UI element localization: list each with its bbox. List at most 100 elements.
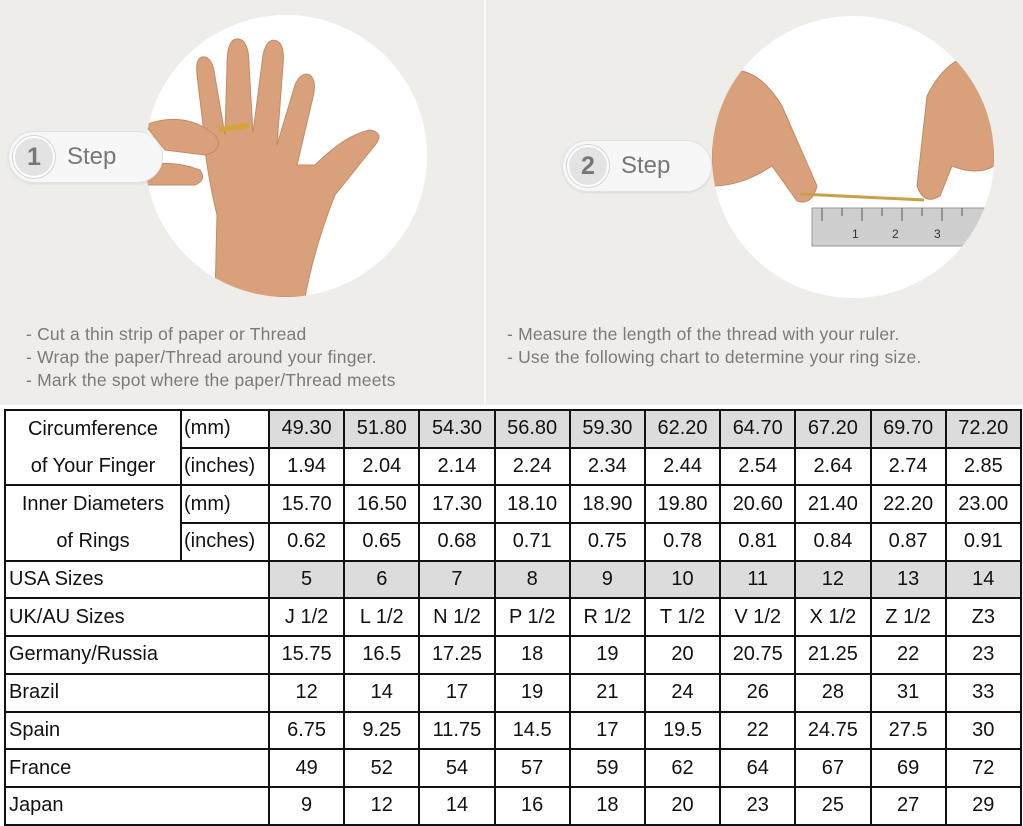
step-number: 1 [13, 136, 55, 178]
unit-label: (inches) [180, 446, 270, 487]
panel-divider [484, 0, 486, 405]
value-cell: J 1/2 [267, 597, 346, 638]
value-cell: 23 [719, 785, 797, 826]
step-label: Step [621, 152, 671, 179]
value-cell: 16.5 [343, 635, 421, 675]
unit-label: (inches) [180, 522, 270, 562]
value-cell: 13 [869, 559, 947, 600]
value-cell: 25 [794, 785, 872, 826]
value-cell: 24.75 [794, 710, 872, 751]
hand-with-ring-image [145, 15, 427, 297]
value-cell: 19 [568, 635, 646, 675]
row-label: Japan [4, 785, 270, 826]
value-cell: 19.80 [643, 484, 722, 525]
step-2-badge: 2 Step [562, 140, 712, 192]
value-cell: 57 [493, 748, 571, 788]
value-cell: 2.14 [418, 446, 496, 487]
value-cell: 9 [568, 559, 646, 600]
value-cell: 21.25 [794, 635, 872, 675]
value-cell: 17.30 [418, 484, 496, 525]
table-row: UK/AU Sizes J 1/2 L 1/2 N 1/2 P 1/2 R 1/2 T 1/… [4, 597, 1022, 638]
value-cell: 27 [869, 785, 947, 826]
value-cell: 67 [794, 748, 872, 788]
value-cell: 72.20 [944, 409, 1022, 449]
value-cell: 16 [493, 785, 571, 826]
row-label: Brazil [4, 672, 270, 713]
step-2-notes: - Measure the length of the thread with … [507, 323, 921, 369]
value-cell: 22 [869, 635, 947, 675]
value-cell: 2.04 [343, 446, 421, 487]
value-cell: 69.70 [869, 409, 947, 449]
value-cell: 18 [493, 635, 571, 675]
value-cell: 54.30 [418, 409, 496, 449]
value-cell: 12 [343, 785, 421, 826]
value-cell: 24 [643, 672, 722, 713]
value-cell: 0.62 [267, 522, 346, 562]
value-cell: T 1/2 [643, 597, 722, 638]
table-row: Circumference (mm) 49.30 51.80 54.30 56.80 59.… [4, 409, 1022, 449]
row-label: UK/AU Sizes [4, 597, 270, 638]
value-cell: 8 [493, 559, 571, 600]
value-cell: 15.70 [267, 484, 346, 525]
value-cell: 9.25 [343, 710, 421, 751]
value-cell: L 1/2 [343, 597, 421, 638]
value-cell: N 1/2 [418, 597, 496, 638]
note-line: - Measure the length of the thread with … [507, 324, 900, 344]
row-label: France [4, 748, 270, 788]
value-cell: 51.80 [343, 409, 421, 449]
value-cell: 16.50 [343, 484, 421, 525]
value-cell: 72 [944, 748, 1022, 788]
row-label: Spain [4, 710, 270, 751]
value-cell: 20 [643, 635, 722, 675]
ruler-mark: 2 [892, 227, 899, 241]
value-cell: P 1/2 [493, 597, 571, 638]
ruler-mark: 1 [852, 227, 859, 241]
value-cell: 29 [944, 785, 1022, 826]
inner-diameter-label: of Rings [4, 523, 182, 562]
note-line: - Use the following chart to determine y… [507, 347, 922, 367]
value-cell: 56.80 [493, 409, 571, 449]
value-cell: 2.44 [643, 446, 722, 487]
ruler-mark: 3 [934, 227, 941, 241]
value-cell: 5 [267, 559, 346, 600]
value-cell: R 1/2 [568, 597, 646, 638]
value-cell: 15.75 [267, 635, 346, 675]
value-cell: 11 [719, 559, 797, 600]
table-row: Inner Diameters (mm) 15.70 16.50 17.30 18.10 1… [4, 484, 1022, 525]
note-line: - Wrap the paper/Thread around your fing… [26, 347, 377, 367]
value-cell: 0.68 [418, 522, 496, 562]
value-cell: 54 [418, 748, 496, 788]
instructions-panel: 1 Step - Cut a thin strip of paper or Th… [0, 0, 1023, 405]
value-cell: 12 [794, 559, 872, 600]
value-cell: 23 [944, 635, 1022, 675]
value-cell: 17.25 [418, 635, 496, 675]
value-cell: 28 [794, 672, 872, 713]
value-cell: 30 [944, 710, 1022, 751]
ring-size-table: Circumference (mm) 49.30 51.80 54.30 56.80 59.… [4, 409, 1022, 826]
unit-label: (mm) [180, 409, 270, 449]
value-cell: 10 [643, 559, 722, 600]
value-cell: 62 [643, 748, 722, 788]
value-cell: 26 [719, 672, 797, 713]
value-cell: 11.75 [418, 710, 496, 751]
table-row: Germany/Russia 15.75 16.5 17.25 18 19 20 20.75 2… [4, 635, 1022, 675]
value-cell: 2.64 [794, 446, 872, 487]
value-cell: 12 [267, 672, 346, 713]
value-cell: 31 [869, 672, 947, 713]
value-cell: 19.5 [643, 710, 722, 751]
value-cell: 2.24 [493, 446, 571, 487]
value-cell: 22.20 [869, 484, 947, 525]
value-cell: 21.40 [794, 484, 872, 525]
value-cell: 14 [418, 785, 496, 826]
circumference-label: of Your Finger [4, 447, 182, 487]
inner-diameter-label: Inner Diameters [4, 484, 182, 524]
value-cell: 52 [343, 748, 421, 788]
value-cell: 67.20 [794, 409, 872, 449]
value-cell: 20 [643, 785, 722, 826]
value-cell: 20.75 [719, 635, 797, 675]
step-1-badge: 1 Step [8, 131, 163, 183]
step-number: 2 [567, 145, 609, 187]
table-row: USA Sizes 5 6 7 8 9 10 11 12 13 14 [4, 559, 1022, 600]
value-cell: 1.94 [267, 446, 346, 487]
value-cell: 0.81 [719, 522, 797, 562]
